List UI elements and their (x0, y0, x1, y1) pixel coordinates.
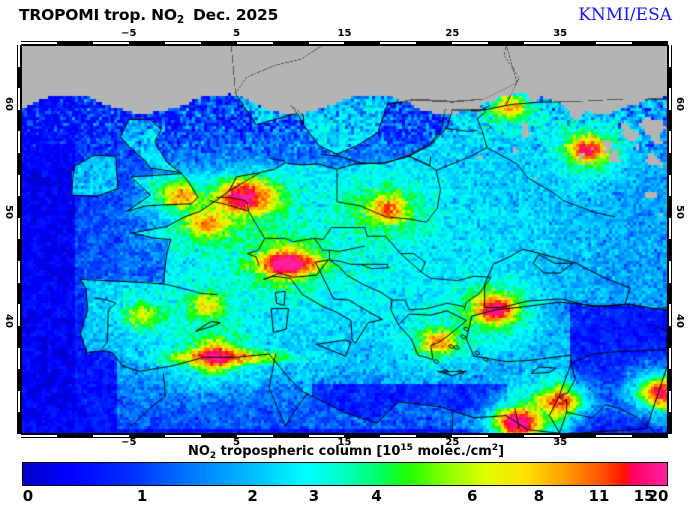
colorbar-tick-label: 3 (308, 487, 320, 505)
longitude-tick-label: 25 (445, 28, 460, 39)
longitude-tick-label: 25 (445, 437, 460, 448)
latitude-tick-label: 50 (3, 205, 14, 220)
colorbar-tick-label: 0 (22, 487, 34, 505)
longitude-tick-label: −5 (121, 28, 137, 39)
page-title: TROPOMI trop. NO2 Dec. 2025 (19, 6, 278, 26)
colorbar-tick-label: 6 (467, 487, 478, 505)
map-raster-clip (21, 45, 668, 434)
colorbar-tick-label: 2 (247, 487, 258, 505)
colorbar (22, 462, 668, 486)
latitude-tick-label: 40 (3, 313, 14, 328)
colorbar-caption: NO2 tropospheric column [1015 molec./cm2… (187, 443, 505, 461)
longitude-tick-label: 5 (233, 437, 241, 448)
longitude-tick-label: 15 (337, 28, 352, 39)
colorbar-gradient (23, 463, 667, 485)
axis-bottom (21, 434, 668, 438)
colorbar-tick-label: 15 (633, 487, 655, 505)
latitude-tick-label: 60 (674, 97, 685, 112)
latitude-tick-label: 40 (674, 313, 685, 328)
axis-left (17, 45, 21, 434)
title-period: Dec. 2025 (192, 6, 279, 24)
longitude-tick-label: 15 (337, 437, 352, 448)
colorbar-tick-label: 11 (588, 487, 610, 505)
title-instrument: TROPOMI (19, 6, 100, 24)
no2-heatmap-canvas (21, 45, 668, 434)
longitude-tick-label: 35 (553, 437, 568, 448)
latitude-tick-label: 50 (674, 205, 685, 220)
colorbar-tick-label: 1 (136, 487, 148, 505)
title-quantity-subscript: 2 (176, 14, 184, 26)
latitude-tick-label: 60 (3, 97, 14, 112)
axis-top (21, 41, 668, 45)
axis-right (668, 45, 672, 434)
colorbar-tick-label: 4 (371, 487, 382, 505)
colorbar-tick-label: 20 (647, 487, 669, 505)
longitude-tick-label: 35 (553, 28, 568, 39)
map-plot-area[interactable] (21, 45, 668, 434)
title-quantity: trop. NO (104, 6, 177, 24)
credit-label: KNMI/ESA (578, 5, 672, 25)
longitude-tick-label: 5 (233, 28, 241, 39)
colorbar-tick-label: 8 (533, 487, 545, 505)
longitude-tick-label: −5 (121, 437, 137, 448)
